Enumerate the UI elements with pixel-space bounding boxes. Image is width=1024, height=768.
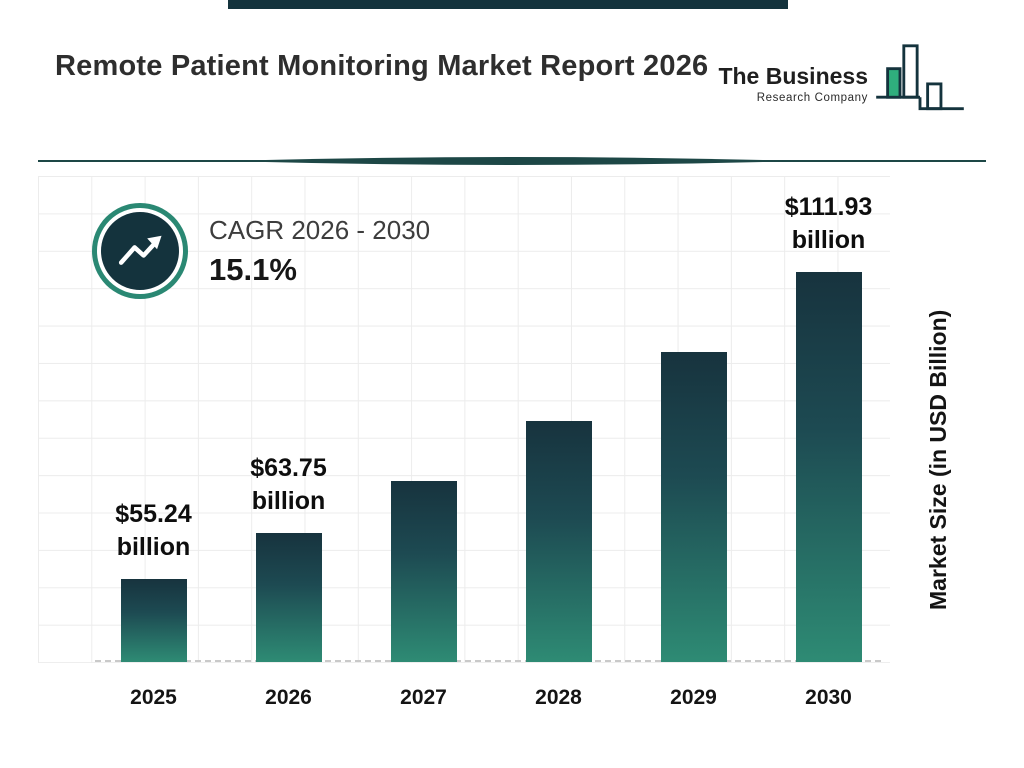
cagr-text: CAGR 2026 - 2030 15.1% (209, 215, 430, 288)
trend-up-icon (97, 208, 183, 294)
brand-logo-text: The Business Research Company (718, 63, 868, 105)
cagr-callout: CAGR 2026 - 2030 15.1% (97, 208, 430, 294)
chart-column-2030: $111.93 billion 2030 (761, 185, 896, 710)
brand-name: The Business (718, 63, 868, 89)
x-axis-tick-2029: 2029 (670, 686, 717, 709)
y-axis-label: Market Size (in USD Billion) (925, 309, 951, 611)
chart-column-2029: 2029 (626, 185, 761, 710)
x-axis-tick-2030: 2030 (805, 686, 852, 709)
divider-line (38, 157, 986, 165)
x-axis-tick-2028: 2028 (535, 686, 582, 709)
page-title: Remote Patient Monitoring Market Report … (55, 50, 709, 82)
brand-logo: The Business Research Company (718, 44, 966, 122)
bar-2028 (525, 421, 592, 662)
chart-column-2026: $63.75 billion 2026 (221, 185, 356, 710)
x-axis-baseline (95, 660, 881, 662)
chart-column-2025: $55.24 billion 2025 (86, 185, 221, 710)
chart-column-2028: 2028 (491, 185, 626, 710)
bar-value-label: $63.75 billion (250, 453, 327, 516)
bar-2030 (795, 272, 862, 662)
chart-column-2027: 2027 (356, 185, 491, 710)
bar-chart: $55.24 billion 2025 $63.75 billion 2026 2027… (86, 185, 896, 710)
cagr-label: CAGR 2026 - 2030 (209, 214, 431, 245)
bar-2026 (255, 533, 322, 662)
cagr-value: 15.1% (209, 251, 297, 287)
bar-2025 (120, 579, 187, 662)
x-axis-tick-2026: 2026 (265, 686, 312, 709)
x-axis-tick-2027: 2027 (400, 686, 447, 709)
top-accent-bar (228, 0, 788, 9)
bar-value-label: $55.24 billion (115, 499, 192, 562)
logo-bars-icon (876, 44, 964, 111)
brand-subname: Research Company (756, 92, 868, 105)
bar-value-label: $111.93 billion (784, 192, 873, 255)
bar-2027 (390, 481, 457, 662)
x-axis-tick-2025: 2025 (130, 686, 177, 709)
bar-2029 (660, 352, 727, 662)
